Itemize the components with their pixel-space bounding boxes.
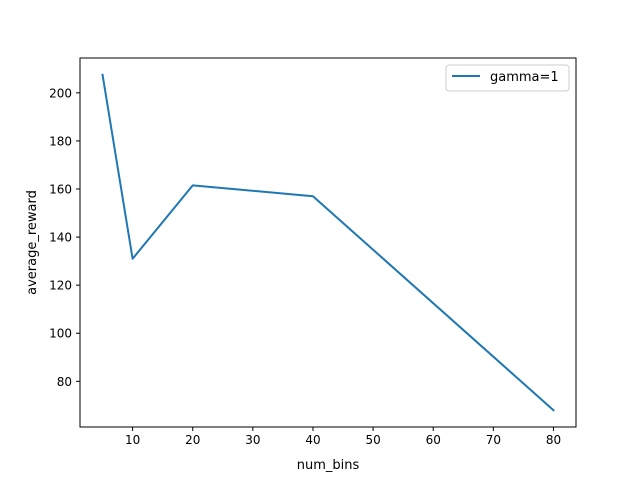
x-tick-label: 80 <box>546 433 561 447</box>
x-tick-label: 10 <box>125 433 140 447</box>
axes-frame <box>79 57 577 428</box>
x-tick-label: 30 <box>245 433 260 447</box>
legend-box <box>445 64 570 92</box>
x-tick-label: 60 <box>426 433 441 447</box>
y-tick-label: 120 <box>49 279 72 293</box>
series-line <box>101 73 555 412</box>
legend: gamma=1 <box>445 64 570 92</box>
y-tick-label: 160 <box>49 183 72 197</box>
y-tick-label: 200 <box>49 86 72 100</box>
y-tick-label: 100 <box>49 327 72 341</box>
x-axis-label: num_bins <box>297 458 360 473</box>
y-axis-label: average_reward <box>25 190 40 295</box>
y-tick-label: 180 <box>49 134 72 148</box>
legend-entry-label: gamma=1 <box>490 70 559 85</box>
y-tick-label: 80 <box>57 375 72 389</box>
x-axis-ticks: 10 20 30 40 50 60 70 80 <box>125 427 561 447</box>
x-tick-label: 70 <box>486 433 501 447</box>
x-tick-label: 20 <box>185 433 200 447</box>
x-tick-label: 50 <box>365 433 380 447</box>
y-tick-label: 140 <box>49 231 72 245</box>
y-axis-ticks: 80 100 120 140 160 180 200 <box>49 86 80 389</box>
x-tick-label: 40 <box>305 433 320 447</box>
series-layer <box>101 73 555 412</box>
